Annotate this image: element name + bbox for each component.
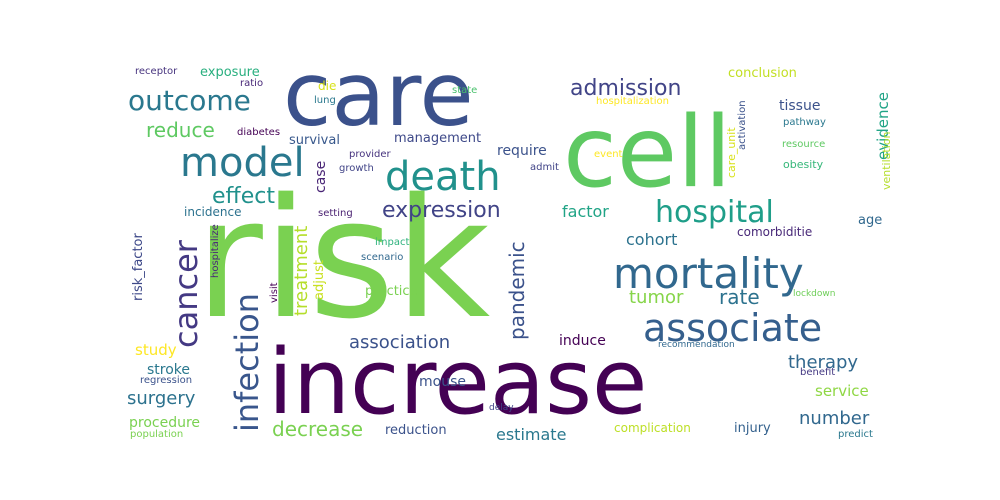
word-factor: factor	[562, 202, 609, 221]
word-complication: complication	[614, 421, 691, 435]
word-mouse: mouse	[419, 374, 466, 390]
word-hospitalize: hospitalize	[210, 224, 221, 278]
word-injury: injury	[734, 421, 771, 436]
word-incidence: incidence	[184, 205, 241, 219]
word-estimate: estimate	[496, 425, 566, 444]
word-cell: cell	[563, 96, 732, 210]
word-admit: admit	[530, 162, 559, 173]
word-diabetes: diabetes	[237, 127, 280, 138]
word-ratio: ratio	[240, 78, 263, 89]
word-therapy: therapy	[788, 352, 858, 373]
word-model: model	[180, 140, 305, 186]
word-decrease: decrease	[272, 417, 363, 441]
word-mortality: mortality	[613, 249, 804, 298]
word-age: age	[858, 213, 882, 228]
word-evidence: evidence	[874, 92, 892, 160]
word-require: require	[497, 143, 547, 159]
word-die: die	[318, 79, 336, 93]
word-reduction: reduction	[385, 423, 447, 438]
word-lockdown: lockdown	[793, 289, 835, 299]
word-exposure: exposure	[200, 65, 260, 80]
word-activation: activation	[737, 100, 748, 150]
word-number: number	[799, 408, 870, 429]
word-associate: associate	[643, 306, 822, 350]
word-risk-factor: risk_factor	[131, 233, 146, 301]
word-stroke: stroke	[147, 362, 190, 378]
word-setting: setting	[318, 208, 353, 219]
word-comorbiditie: comorbiditie	[737, 225, 812, 239]
word-surgery: surgery	[127, 388, 196, 409]
word-risk: risk	[195, 163, 491, 355]
word-induce: induce	[559, 333, 606, 349]
word-pathway: pathway	[783, 117, 826, 128]
word-rate: rate	[719, 285, 760, 309]
word-growth: growth	[339, 163, 374, 174]
word-increase: increase	[268, 330, 647, 435]
word-admission: admission	[570, 76, 681, 101]
word-predict: predict	[838, 429, 873, 440]
word-population: population	[130, 429, 183, 440]
word-care: care	[283, 43, 474, 146]
word-scenario: scenario	[361, 252, 403, 263]
word-survival: survival	[289, 133, 340, 148]
word-event: event	[594, 149, 623, 160]
word-tumor: tumor	[629, 287, 684, 308]
word-tissue: tissue	[779, 98, 820, 114]
word-regression: regression	[140, 375, 192, 386]
word-hospital: hospital	[655, 195, 774, 230]
word-adjust: adjust	[312, 260, 327, 300]
word-delay: delay	[489, 403, 514, 413]
word-study: study	[135, 341, 177, 359]
word-cancer: cancer	[167, 239, 205, 348]
word-effect: effect	[212, 184, 275, 209]
word-cohort: cohort	[626, 230, 677, 249]
word-impact: impact	[375, 237, 409, 248]
word-treatment: treatment	[291, 226, 312, 316]
word-provider: provider	[349, 149, 392, 160]
word-death: death	[385, 154, 501, 200]
word-outcome: outcome	[128, 84, 251, 117]
word-management: management	[394, 131, 481, 146]
word-state: state	[452, 85, 477, 96]
word-benefit: benefit	[800, 367, 835, 378]
word-service: service	[815, 382, 869, 400]
word-expression: expression	[382, 198, 501, 223]
word-practice: practice	[365, 284, 418, 299]
word-visit: visit	[269, 282, 280, 303]
word-procedure: procedure	[129, 415, 200, 431]
word-lung: lung	[314, 95, 336, 106]
word-pandemic: pandemic	[505, 241, 529, 340]
word-case: case	[313, 161, 329, 193]
word-ventilation: ventilation	[880, 131, 893, 190]
word-care-unit: care_unit	[725, 127, 738, 178]
word-association: association	[349, 332, 450, 353]
word-reduce: reduce	[146, 118, 215, 142]
word-infection: infection	[228, 293, 266, 432]
word-recommendation: recommendation	[658, 340, 735, 350]
word-obesity: obesity	[783, 158, 824, 171]
word-hospitalization: hospitalization	[596, 96, 669, 107]
word-resource: resource	[782, 139, 825, 150]
word-receptor: receptor	[135, 66, 178, 77]
word-conclusion: conclusion	[728, 66, 797, 81]
